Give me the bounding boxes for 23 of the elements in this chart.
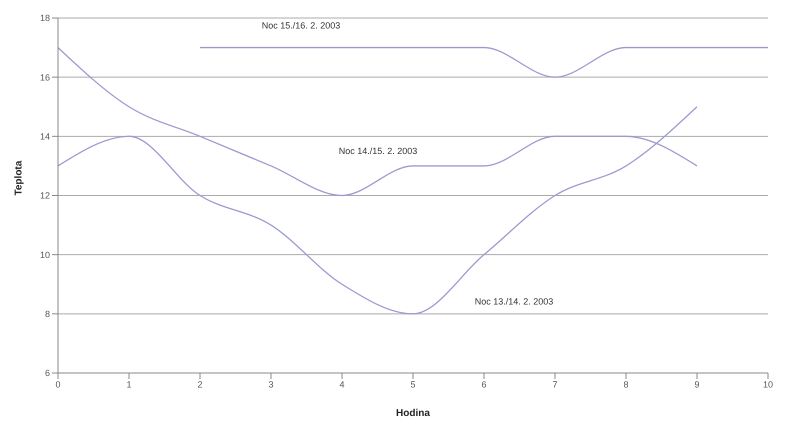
y-tick-label: 18 <box>40 13 50 24</box>
x-tick-label: 2 <box>197 379 203 390</box>
y-tick-label: 10 <box>40 250 50 260</box>
y-tick-label: 8 <box>44 309 50 320</box>
y-tick-label: 6 <box>44 368 50 378</box>
x-tick-label: 8 <box>623 379 629 390</box>
text: Noc 13./14. 2. 2003 <box>474 296 554 307</box>
series-label: Noc 14./15. 2. 2003 <box>338 146 418 156</box>
y-tick-label: 14 <box>40 132 50 142</box>
y-axis-title: Teplota <box>14 160 25 196</box>
series-label: Noc 15./16. 2. 2003 <box>262 20 340 31</box>
x-tick-label: 0 <box>55 379 61 390</box>
x-axis-title: Hodina <box>396 408 430 419</box>
x-tick-label: 6 <box>481 379 487 390</box>
x-tick-label: 4 <box>339 379 345 390</box>
y-tick-label: 12 <box>40 190 50 201</box>
x-tick-label: 9 <box>694 379 700 390</box>
x-tick-label: 10 <box>762 379 774 390</box>
x-tick-label: 5 <box>410 379 416 390</box>
x-tick-label: 3 <box>268 379 274 390</box>
x-tick-label: 7 <box>552 379 558 390</box>
y-tick-label: 16 <box>40 72 50 82</box>
x-tick-label: 1 <box>126 379 132 390</box>
